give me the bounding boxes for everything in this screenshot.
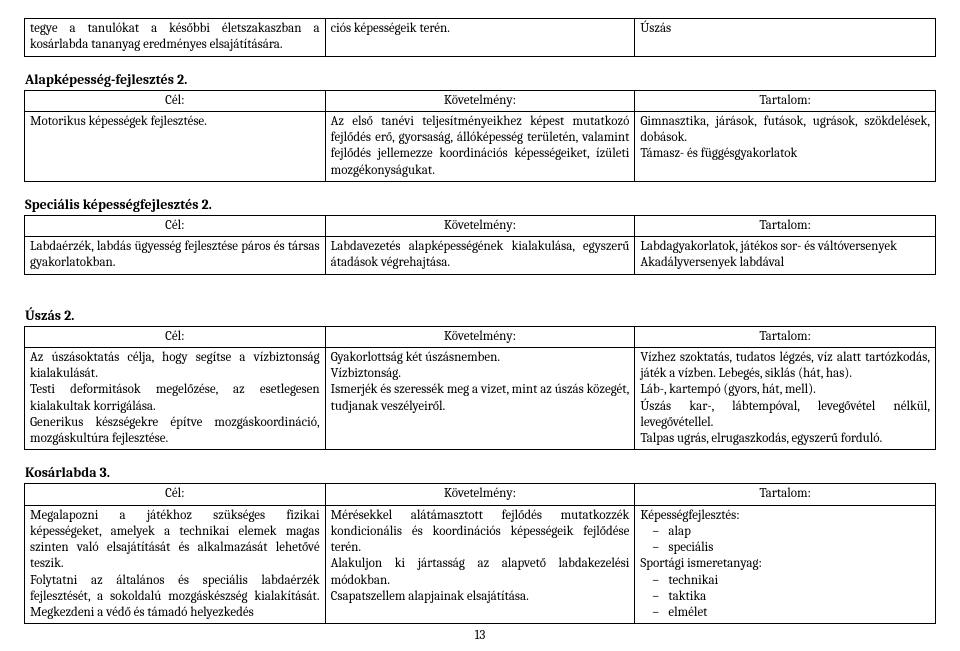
sec3-c3a: Vízhez szoktatás, tudatos légzés, víz al… bbox=[640, 350, 930, 381]
sec3-c2: Gyakorlottság két úszásnemben. Vízbizton… bbox=[325, 347, 635, 450]
list-item: taktika bbox=[668, 589, 930, 605]
sec3-c3: Vízhez szoktatás, tudatos légzés, víz al… bbox=[635, 347, 936, 450]
sec1-c3a: Gimnasztika, járások, futások, ugrások, … bbox=[640, 114, 930, 145]
sec3-c3d: Talpas ugrás, elrugaszkodás, egyszerű fo… bbox=[640, 431, 882, 446]
sec4-c1b: Folytatni az általános és speciális labd… bbox=[30, 573, 320, 621]
sec2-head-kov: Követelmény: bbox=[325, 215, 635, 236]
sec2-c3a: Labdagyakorlatok, játékos sor- és váltóv… bbox=[640, 239, 897, 254]
sec4-c1: Megalapozni a játékhoz szükséges fizikai… bbox=[25, 505, 326, 624]
sec4-c1a: Megalapozni a játékhoz szükséges fizikai… bbox=[30, 508, 320, 572]
page-number: 13 bbox=[24, 628, 936, 643]
section3-title: Úszás 2. bbox=[25, 307, 936, 324]
sec3-c1b: Testi deformitások megelőzése, az esetle… bbox=[30, 382, 320, 413]
sec4-c3a: Képességfejlesztés: bbox=[640, 508, 739, 523]
sec4-c2a: Mérésekkel alátámasztott fejlődés mutatk… bbox=[331, 508, 630, 556]
sec2-c3: Labdagyakorlatok, játékos sor- és váltóv… bbox=[635, 237, 936, 275]
sec1-c2: Az első tanévi teljesítményeikhez képest… bbox=[325, 111, 635, 181]
sec3-head-tar: Tartalom: bbox=[635, 326, 936, 347]
sec4-c3a-list: alap speciális bbox=[640, 524, 930, 557]
sec3-c2a: Gyakorlottság két úszásnemben. bbox=[331, 350, 500, 365]
sec2-c1: Labdaérzék, labdás ügyesség fejlesztése … bbox=[25, 237, 326, 275]
frag-col1: tegye a tanulókat a későbbi életszakaszb… bbox=[25, 19, 326, 57]
list-item: technikai bbox=[668, 573, 930, 589]
sec4-c2c: Csapatszellem alapjainak elsajátítása. bbox=[331, 589, 529, 604]
sec4-head-cel: Cél: bbox=[25, 484, 326, 505]
sec4-c2: Mérésekkel alátámasztott fejlődés mutatk… bbox=[325, 505, 635, 624]
sec4-head-tar: Tartalom: bbox=[635, 484, 936, 505]
sec1-head-tar: Tartalom: bbox=[635, 90, 936, 111]
section4-table: Cél: Követelmény: Tartalom: Megalapozni … bbox=[24, 483, 936, 624]
section4-title: Kosárlabda 3. bbox=[25, 464, 936, 481]
sec3-c2c: Ismerjék és szeressék meg a vizet, mint … bbox=[331, 382, 630, 413]
frag-col2: ciós képességeik terén. bbox=[325, 19, 635, 57]
list-item: elmélet bbox=[668, 605, 930, 621]
sec3-c3b: Láb-, kartempó (gyors, hát, mell). bbox=[640, 382, 815, 397]
sec1-head-kov: Követelmény: bbox=[325, 90, 635, 111]
section2-title: Speciális képességfejlesztés 2. bbox=[25, 196, 936, 213]
fragment-table: tegye a tanulókat a későbbi életszakaszb… bbox=[24, 18, 936, 57]
sec3-c1c: Generikus készségekre építve mozgáskoord… bbox=[30, 415, 320, 446]
sec3-head-cel: Cél: bbox=[25, 326, 326, 347]
list-item: speciális bbox=[668, 540, 930, 556]
sec1-c3b: Támasz- és függésgyakorlatok bbox=[640, 146, 797, 161]
sec2-head-tar: Tartalom: bbox=[635, 215, 936, 236]
frag-col3: Úszás bbox=[635, 19, 936, 57]
sec1-head-cel: Cél: bbox=[25, 90, 326, 111]
sec3-c1a: Az úszásoktatás célja, hogy segítse a ví… bbox=[30, 350, 320, 381]
sec3-c3c: Úszás kar-, lábtempóval, levegővétel nél… bbox=[640, 399, 930, 430]
list-item: alap bbox=[668, 524, 930, 540]
sec4-c3: Képességfejlesztés: alap speciális Sport… bbox=[635, 505, 936, 624]
section2-table: Cél: Követelmény: Tartalom: Labdaérzék, … bbox=[24, 215, 936, 275]
sec2-c3b: Akadályversenyek labdával bbox=[640, 255, 784, 270]
sec3-c2b: Vízbiztonság. bbox=[331, 366, 401, 381]
sec1-c3: Gimnasztika, járások, futások, ugrások, … bbox=[635, 111, 936, 181]
sec4-c2b: Alakuljon ki jártasság az alapvető labda… bbox=[331, 556, 630, 587]
sec2-head-cel: Cél: bbox=[25, 215, 326, 236]
sec2-c2: Labdavezetés alapképességének kialakulás… bbox=[325, 237, 635, 275]
sec4-c3b: Sportági ismeretanyag: bbox=[640, 556, 762, 571]
section1-table: Cél: Követelmény: Tartalom: Motorikus ké… bbox=[24, 90, 936, 182]
section3-table: Cél: Követelmény: Tartalom: Az úszásokta… bbox=[24, 326, 936, 451]
section1-title: Alapképesség-fejlesztés 2. bbox=[25, 71, 936, 88]
sec3-head-kov: Követelmény: bbox=[325, 326, 635, 347]
sec3-c1: Az úszásoktatás célja, hogy segítse a ví… bbox=[25, 347, 326, 450]
sec4-c3b-list: technikai taktika elmélet bbox=[640, 573, 930, 622]
sec4-head-kov: Követelmény: bbox=[325, 484, 635, 505]
sec1-c1: Motorikus képességek fejlesztése. bbox=[25, 111, 326, 181]
